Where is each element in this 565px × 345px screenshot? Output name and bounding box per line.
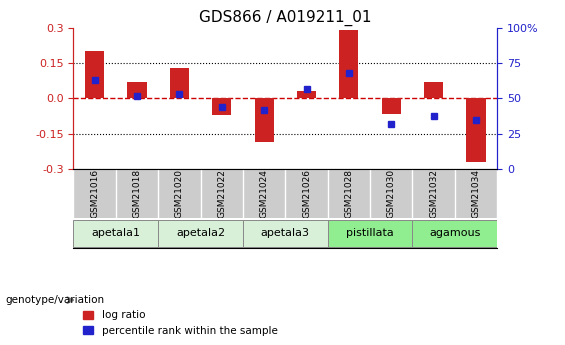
Text: GSM21028: GSM21028 <box>345 169 353 218</box>
Bar <box>382 99 401 114</box>
Bar <box>85 51 104 99</box>
Bar <box>128 82 146 99</box>
Text: agamous: agamous <box>429 228 480 238</box>
Text: apetala3: apetala3 <box>261 228 310 238</box>
Text: GSM21016: GSM21016 <box>90 169 99 218</box>
Text: GSM21034: GSM21034 <box>472 169 480 218</box>
Text: apetala1: apetala1 <box>92 228 140 238</box>
Text: GSM21032: GSM21032 <box>429 169 438 218</box>
Bar <box>424 82 443 99</box>
Bar <box>158 219 243 247</box>
Text: apetala2: apetala2 <box>176 228 225 238</box>
Text: GSM21026: GSM21026 <box>302 169 311 218</box>
Bar <box>243 219 328 247</box>
Text: genotype/variation: genotype/variation <box>6 295 105 305</box>
Text: GSM21020: GSM21020 <box>175 169 184 218</box>
Bar <box>255 99 273 142</box>
Bar <box>170 68 189 99</box>
Bar <box>297 91 316 99</box>
Text: GSM21018: GSM21018 <box>133 169 141 218</box>
Bar <box>328 219 412 247</box>
Text: GSM21022: GSM21022 <box>218 169 226 218</box>
Text: GSM21024: GSM21024 <box>260 169 268 218</box>
Bar <box>212 99 231 115</box>
Bar <box>73 219 158 247</box>
Text: pistillata: pistillata <box>346 228 394 238</box>
Text: GSM21030: GSM21030 <box>387 169 396 218</box>
Bar <box>467 99 485 162</box>
Legend: log ratio, percentile rank within the sample: log ratio, percentile rank within the sa… <box>79 306 281 340</box>
Title: GDS866 / A019211_01: GDS866 / A019211_01 <box>199 10 372 26</box>
Bar <box>340 30 358 99</box>
Bar <box>412 219 497 247</box>
